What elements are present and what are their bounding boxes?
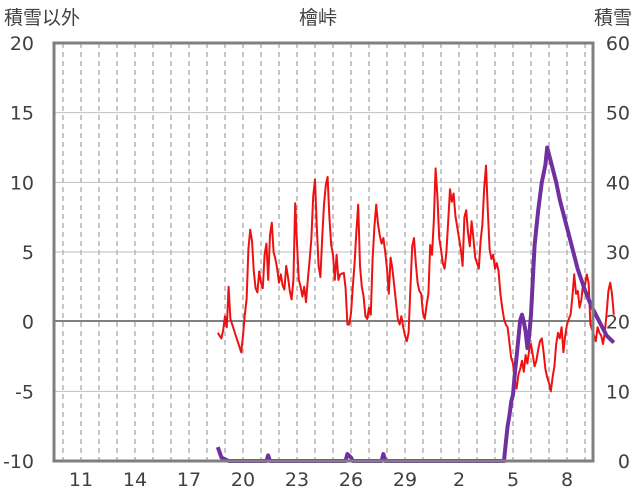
series-line-1 (216, 164, 615, 393)
left-tick-label: -10 (3, 451, 34, 473)
right-tick-label: 50 (606, 103, 630, 125)
right-tick-label: 10 (606, 381, 630, 403)
chart-title: 檜峠 (299, 6, 337, 29)
left-tick-label: 0 (22, 312, 34, 334)
x-tick-label: 20 (231, 469, 255, 491)
x-tick-label: 26 (339, 469, 363, 491)
left-axis-label: 積雪以外 (4, 7, 80, 29)
right-tick-label: 60 (606, 33, 630, 55)
x-tick-label: 11 (69, 469, 93, 491)
left-tick-label: 20 (10, 33, 34, 55)
right-tick-label: 40 (606, 172, 630, 194)
x-tick-label: 17 (177, 469, 201, 491)
right-axis-label: 積雪 (594, 7, 632, 29)
x-tick-label: 8 (561, 469, 573, 491)
right-tick-label: 20 (606, 312, 630, 334)
left-tick-label: 15 (10, 103, 34, 125)
left-tick-label: -5 (15, 381, 34, 403)
x-tick-label: 5 (507, 469, 519, 491)
x-tick-label: 2 (453, 469, 465, 491)
x-tick-label: 23 (285, 469, 309, 491)
x-tick-label: 29 (393, 469, 417, 491)
x-tick-label: 14 (123, 469, 147, 491)
right-tick-label: 30 (606, 242, 630, 264)
plot-frame (52, 41, 595, 463)
left-tick-label: 5 (22, 242, 34, 264)
left-tick-label: 10 (10, 172, 34, 194)
right-tick-label: 0 (618, 451, 630, 473)
